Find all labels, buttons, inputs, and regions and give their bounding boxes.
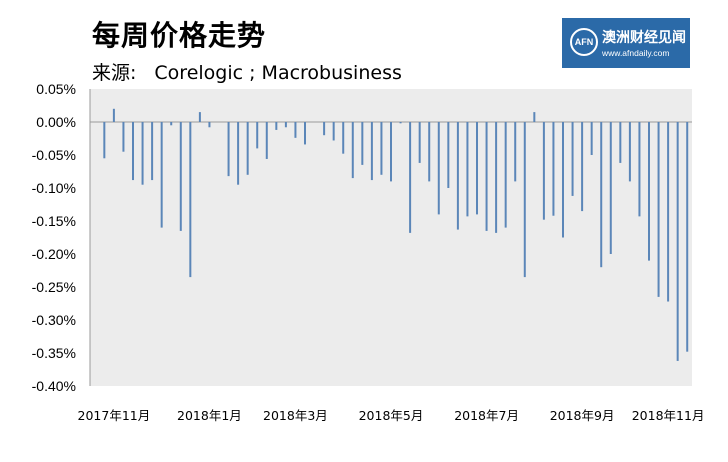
- bar: [495, 122, 498, 233]
- y-tick-label: -0.15%: [32, 213, 76, 229]
- afn-logo: AFN 澳洲财经见闻 www.afndaily.com: [562, 18, 690, 68]
- bar: [638, 122, 641, 217]
- bar: [170, 122, 173, 126]
- bar: [112, 108, 115, 122]
- bar: [667, 122, 670, 302]
- bar: [370, 122, 373, 181]
- bar: [198, 112, 201, 122]
- x-tick-label: 2018年9月: [550, 408, 615, 423]
- y-tick-label: 0.05%: [36, 81, 76, 97]
- bar: [562, 122, 564, 238]
- x-tick-label: 2017年11月: [78, 408, 151, 423]
- bar: [552, 122, 555, 216]
- bar: [275, 122, 278, 130]
- bar: [132, 122, 134, 181]
- bar: [361, 122, 364, 165]
- bar: [418, 122, 421, 163]
- bar: [590, 122, 593, 155]
- bar: [447, 122, 450, 188]
- bar: [323, 122, 326, 136]
- bar: [514, 122, 517, 182]
- bar: [227, 122, 230, 177]
- y-tick-label: -0.05%: [32, 147, 76, 163]
- bar: [294, 122, 297, 138]
- y-tick-label: -0.40%: [32, 378, 76, 394]
- bar: [141, 122, 144, 185]
- bar: [542, 122, 545, 220]
- bar: [533, 112, 536, 122]
- logo-brand: 澳洲财经见闻: [602, 30, 686, 46]
- bar: [628, 122, 631, 182]
- bar: [160, 122, 163, 228]
- bar: [466, 122, 469, 217]
- bar: [571, 122, 574, 196]
- y-tick-label: -0.10%: [32, 180, 76, 196]
- bar: [609, 122, 612, 254]
- x-tick-label: 2018年7月: [454, 408, 519, 423]
- bar: [237, 122, 240, 185]
- bar: [342, 122, 345, 154]
- source-text: Corelogic ; Macrobusiness: [154, 62, 402, 84]
- bar: [122, 122, 125, 152]
- bar: [390, 122, 392, 182]
- bar: [428, 122, 431, 182]
- bar: [437, 122, 440, 215]
- bar: [504, 122, 507, 228]
- bar: [686, 122, 689, 352]
- x-tick-label: 2018年11月: [632, 408, 705, 423]
- bar: [380, 122, 383, 175]
- bar: [179, 122, 182, 231]
- bar: [246, 122, 249, 175]
- y-tick-label: -0.25%: [32, 279, 76, 295]
- bar: [284, 122, 287, 128]
- bar: [151, 122, 154, 181]
- bar: [399, 122, 402, 124]
- bar: [208, 122, 211, 128]
- x-tick-label: 2018年5月: [359, 408, 424, 423]
- afn-emblem-icon: AFN: [570, 28, 598, 56]
- bar: [600, 122, 603, 268]
- logo-url: www.afndaily.com: [602, 48, 670, 58]
- y-tick-label: -0.35%: [32, 345, 76, 361]
- y-tick-label: -0.30%: [32, 312, 76, 328]
- bar: [351, 122, 354, 179]
- bar: [409, 122, 412, 233]
- bar: [103, 122, 106, 159]
- y-tick-label: 0.00%: [36, 114, 76, 130]
- bar: [332, 122, 335, 141]
- bar: [476, 122, 478, 215]
- bar: [485, 122, 488, 231]
- bar: [648, 122, 650, 261]
- y-tick-label: -0.20%: [32, 246, 76, 262]
- chart-title: 每周价格走势: [92, 19, 267, 52]
- chart-source: 来源: Corelogic ; Macrobusiness: [92, 58, 402, 85]
- x-tick-label: 2018年1月: [177, 408, 242, 423]
- bar: [189, 122, 192, 278]
- bar: [657, 122, 660, 297]
- bar: [676, 122, 679, 361]
- bar: [619, 122, 622, 163]
- bar: [304, 122, 306, 145]
- bar: [256, 122, 259, 149]
- bar: [581, 122, 584, 212]
- bar: [523, 122, 526, 278]
- bar: [456, 122, 459, 230]
- bar: [265, 122, 268, 159]
- x-tick-label: 2018年3月: [263, 408, 328, 423]
- source-label: 来源:: [92, 62, 137, 84]
